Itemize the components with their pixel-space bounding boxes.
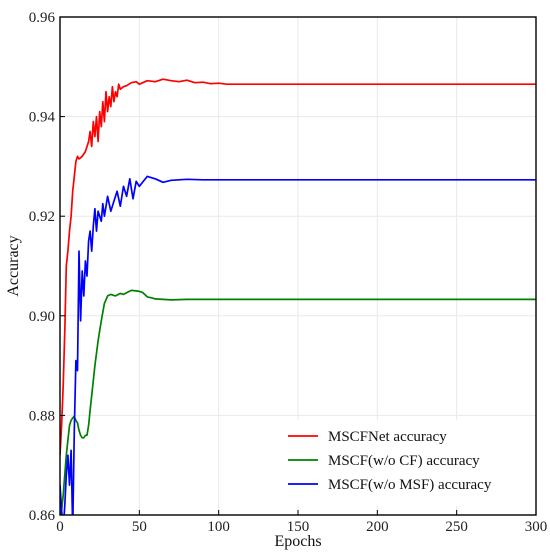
series-line-1 <box>60 289 536 515</box>
y-tick-label: 0.86 <box>29 508 56 524</box>
legend: MSCFNet accuracy MSCF(w/o CF) accuracy MSC… <box>280 420 530 506</box>
x-tick-label: 100 <box>207 519 230 535</box>
x-tick-label: 0 <box>56 519 64 535</box>
x-tick-label: 50 <box>132 519 147 535</box>
legend-label-2: MSCF(w/o MSF) accuracy <box>328 477 492 493</box>
y-axis-title: Accuracy <box>5 235 22 296</box>
legend-label-0: MSCFNet accuracy <box>328 429 447 445</box>
y-tick-label: 0.96 <box>29 10 56 26</box>
series-line-0 <box>60 78 536 456</box>
x-tick-label: 300 <box>525 519 548 535</box>
y-tick-label: 0.88 <box>29 408 55 424</box>
legend-label-1: MSCF(w/o CF) accuracy <box>328 453 480 469</box>
y-tick-label: 0.92 <box>29 209 55 225</box>
axis-ticks: 0 50 100 150 200 250 300 0.86 0.88 0.90 0.92 0.94 0.… <box>29 10 548 535</box>
y-tick-label: 0.90 <box>29 309 55 325</box>
x-axis-title: Epochs <box>274 533 321 550</box>
x-tick-label: 200 <box>366 519 389 535</box>
y-tick-label: 0.94 <box>29 110 56 126</box>
x-tick-label: 150 <box>287 519 310 535</box>
series-lines <box>60 78 536 515</box>
series-line-2 <box>60 175 536 515</box>
legend-box <box>280 420 530 506</box>
x-tick-label: 250 <box>445 519 468 535</box>
